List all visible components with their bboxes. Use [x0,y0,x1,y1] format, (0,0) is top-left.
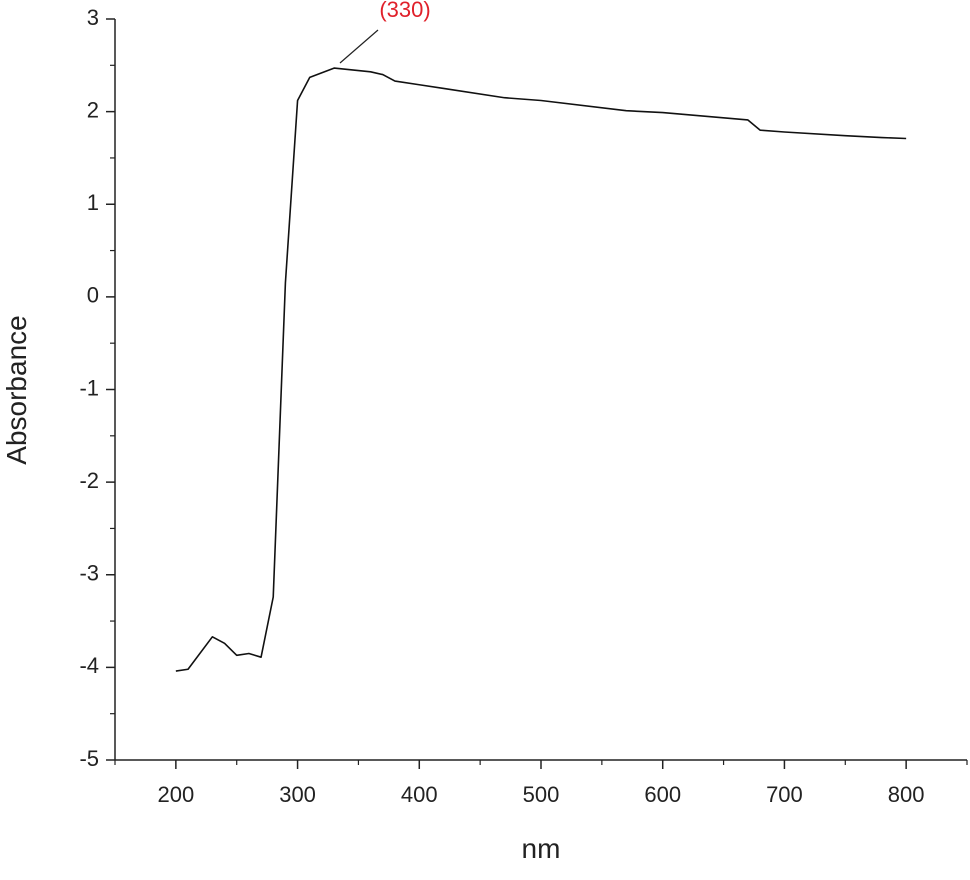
y-tick-label: 2 [87,97,99,122]
y-tick-label: 3 [87,5,99,30]
y-tick-label: -5 [79,746,99,771]
y-tick-label: 1 [87,190,99,215]
x-axis-title: nm [522,833,561,864]
y-axis-title: Absorbance [1,315,32,464]
x-tick-label: 700 [766,782,803,807]
annotation: (330) [379,0,430,22]
y-tick-label: -3 [79,561,99,586]
x-tick-label: 500 [523,782,560,807]
y-tick-label: -4 [79,653,99,678]
x-tick-label: 600 [644,782,681,807]
x-tick-label: 800 [888,782,925,807]
x-tick-label: 300 [279,782,316,807]
y-tick-label: 0 [87,283,99,308]
data-line [175,67,907,672]
y-tick-label: -2 [79,468,99,493]
x-tick-label: 200 [157,782,194,807]
y-tick-label: -1 [79,375,99,400]
annotation-leader [339,29,379,64]
x-tick-label: 400 [401,782,438,807]
